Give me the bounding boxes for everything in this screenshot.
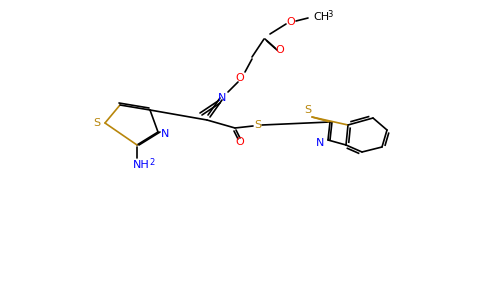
Text: S: S: [304, 105, 312, 115]
Text: S: S: [255, 120, 261, 130]
Text: N: N: [161, 129, 169, 139]
Text: N: N: [218, 93, 226, 103]
Text: 2: 2: [149, 158, 154, 167]
Text: NH: NH: [133, 160, 150, 170]
Text: S: S: [93, 118, 101, 128]
Text: O: O: [287, 17, 295, 27]
Text: CH: CH: [313, 12, 329, 22]
Text: O: O: [236, 137, 244, 147]
Text: N: N: [316, 138, 324, 148]
Text: 3: 3: [327, 10, 333, 19]
Text: O: O: [275, 45, 285, 55]
Text: O: O: [236, 73, 244, 83]
